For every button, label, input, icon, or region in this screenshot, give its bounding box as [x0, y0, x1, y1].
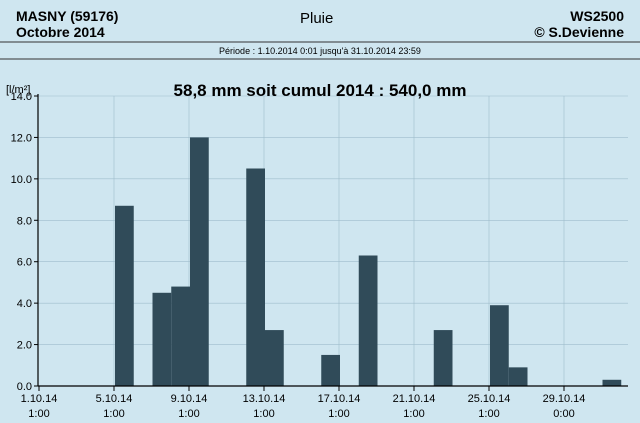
- x-tick-time: 1:00: [103, 408, 124, 420]
- rain-bar-day-31: [602, 379, 622, 386]
- x-tick-time: 1:00: [403, 408, 424, 420]
- x-tick-time: 0:00: [553, 408, 574, 420]
- y-tick-label: 6.0: [17, 257, 32, 269]
- x-tick-date: 17.10.14: [318, 393, 361, 405]
- month-label: Octobre 2014: [16, 24, 105, 40]
- rain-bar-day-12: [246, 168, 265, 386]
- y-tick-label: 10.0: [11, 174, 32, 186]
- copyright-label: © S.Devienne: [534, 24, 624, 40]
- y-tick-label: 4.0: [17, 298, 32, 310]
- x-tick-date: 1.10.14: [21, 393, 58, 405]
- x-tick-date: 29.10.14: [543, 393, 586, 405]
- rain-bar-day-8: [171, 286, 190, 386]
- x-tick-time: 1:00: [328, 408, 349, 420]
- x-tick-date: 13.10.14: [243, 393, 286, 405]
- rain-bar-day-5: [115, 205, 134, 386]
- y-tick-label: 2.0: [17, 340, 32, 352]
- x-tick-time: 1:00: [253, 408, 274, 420]
- axes: [34, 94, 628, 391]
- rain-bar-day-16: [321, 354, 340, 386]
- chart-title: 58,8 mm soit cumul 2014 : 540,0 mm: [174, 81, 467, 100]
- y-tick-label: 12.0: [11, 132, 32, 144]
- grid-lines: [38, 95, 628, 386]
- x-tick-time: 1:00: [178, 408, 199, 420]
- device-name: WS2500: [570, 8, 624, 24]
- rain-bar-day-25: [490, 305, 509, 386]
- rain-bar-day-22: [433, 330, 453, 386]
- y-tick-label: 8.0: [17, 215, 32, 227]
- x-tick-date: 5.10.14: [96, 393, 133, 405]
- y-tick-label: 14.0: [11, 91, 32, 103]
- x-tick-date: 9.10.14: [171, 393, 208, 405]
- bars: [115, 137, 622, 386]
- axis-labels: 0.0 2.0 4.0 6.0 8.0 10.0 12.0 14.0 1.10.14 1:00 5.…: [11, 91, 586, 420]
- y-tick-label: 0.0: [17, 381, 32, 393]
- rain-bar-day-13: [265, 330, 284, 386]
- x-tick-date: 21.10.14: [393, 393, 436, 405]
- period-label: Période : 1.10.2014 0:01 jusqu'à 31.10.2…: [219, 46, 421, 56]
- x-tick-time: 1:00: [28, 408, 49, 420]
- rain-bar-day-18: [358, 255, 378, 386]
- y-axis-unit: [l/m²]: [6, 84, 30, 96]
- x-tick-date: 25.10.14: [468, 393, 511, 405]
- chart-kind-label: Pluie: [300, 10, 334, 27]
- rain-bar-day-26: [508, 367, 528, 386]
- station-name: MASNY (59176): [16, 8, 119, 24]
- x-tick-time: 1:00: [478, 408, 499, 420]
- rain-bar-day-9: [190, 137, 209, 386]
- rain-bar-day-7: [152, 292, 172, 386]
